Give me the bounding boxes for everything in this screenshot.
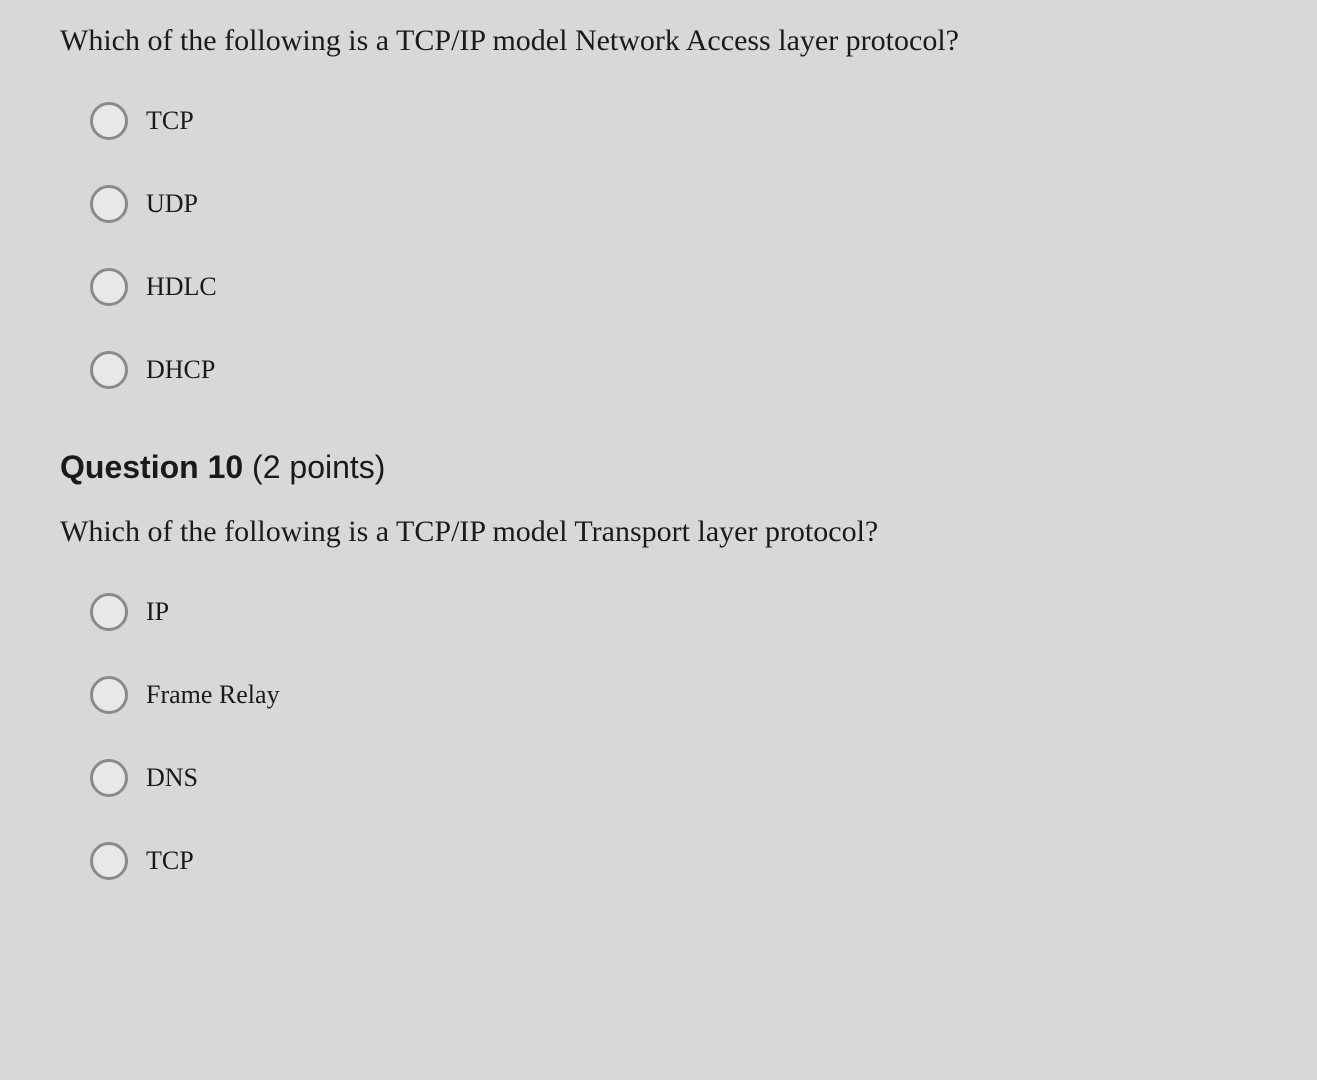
option-tcp-2[interactable]: TCP	[90, 842, 1257, 880]
option-frame-relay[interactable]: Frame Relay	[90, 676, 1257, 714]
options-list-2: IP Frame Relay DNS TCP	[60, 593, 1257, 880]
option-label: IP	[146, 597, 169, 627]
option-ip[interactable]: IP	[90, 593, 1257, 631]
option-tcp[interactable]: TCP	[90, 102, 1257, 140]
question-header: Question 10 (2 points)	[60, 449, 1257, 486]
option-label: TCP	[146, 106, 194, 136]
option-label: UDP	[146, 189, 198, 219]
question-points: (2 points)	[243, 449, 385, 485]
question-block-1: Which of the following is a TCP/IP model…	[60, 20, 1257, 389]
option-dns[interactable]: DNS	[90, 759, 1257, 797]
question-number: Question 10	[60, 449, 243, 485]
option-label: Frame Relay	[146, 680, 280, 710]
radio-icon[interactable]	[90, 102, 128, 140]
option-hdlc[interactable]: HDLC	[90, 268, 1257, 306]
option-label: DNS	[146, 763, 198, 793]
option-dhcp[interactable]: DHCP	[90, 351, 1257, 389]
option-label: HDLC	[146, 272, 217, 302]
radio-icon[interactable]	[90, 676, 128, 714]
radio-icon[interactable]	[90, 185, 128, 223]
question-text: Which of the following is a TCP/IP model…	[60, 511, 1257, 553]
option-label: TCP	[146, 846, 194, 876]
option-label: DHCP	[146, 355, 215, 385]
radio-icon[interactable]	[90, 593, 128, 631]
question-block-2: Question 10 (2 points) Which of the foll…	[60, 449, 1257, 880]
radio-icon[interactable]	[90, 842, 128, 880]
options-list-1: TCP UDP HDLC DHCP	[60, 102, 1257, 389]
radio-icon[interactable]	[90, 759, 128, 797]
radio-icon[interactable]	[90, 351, 128, 389]
radio-icon[interactable]	[90, 268, 128, 306]
option-udp[interactable]: UDP	[90, 185, 1257, 223]
question-text: Which of the following is a TCP/IP model…	[60, 20, 1257, 62]
